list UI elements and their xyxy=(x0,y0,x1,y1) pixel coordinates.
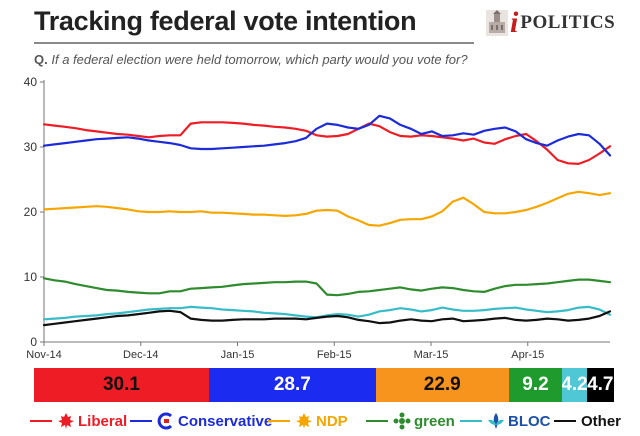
legend-label: BLOC xyxy=(508,412,551,430)
legend-item-other: Other xyxy=(554,408,621,434)
series-line-green xyxy=(42,277,612,297)
title-divider xyxy=(34,42,474,44)
chart-series xyxy=(42,114,612,327)
legend-label: NDP xyxy=(316,412,348,430)
bar-segment-green: 9.2 xyxy=(508,368,563,402)
orange-leaf-icon xyxy=(296,413,312,429)
legend-swatch xyxy=(460,420,482,422)
legend-label: Other xyxy=(581,412,622,430)
ipolitics-logo: i POLITICS xyxy=(486,6,616,39)
bloc-fleur-icon xyxy=(488,413,504,429)
x-tick-label: Dec-14 xyxy=(123,349,158,361)
series-line-conservative xyxy=(42,114,612,157)
chart-ticks: 0 10 20 30 40 Nov-14 Dec-14 Jan-15 Feb-15 Mar-15 A… xyxy=(24,75,545,361)
y-tick-label: 30 xyxy=(24,140,38,154)
bar-segment-ndp: 22.9 xyxy=(375,368,509,402)
legend-swatch xyxy=(30,420,52,422)
y-tick-label: 40 xyxy=(24,75,38,89)
parliament-icon xyxy=(486,10,508,36)
bar-segment-other: 4.7 xyxy=(586,368,614,402)
legend-swatch xyxy=(554,420,576,422)
line-chart: 0 10 20 30 40 Nov-14 Dec-14 Jan-15 Feb-15 Mar-15 A… xyxy=(24,75,612,361)
maple-leaf-icon xyxy=(58,413,74,429)
y-tick-label: 0 xyxy=(30,335,37,349)
legend-label: green xyxy=(414,412,455,430)
y-tick-label: 20 xyxy=(24,205,38,219)
bar-segment-bloc-qu-b-cois: 4.2 xyxy=(562,368,587,402)
conservative-c-icon xyxy=(157,412,173,430)
legend-label: Liberal xyxy=(78,412,128,430)
legend-item-ndp: NDP xyxy=(268,408,348,434)
legend-swatch xyxy=(268,420,290,422)
x-tick-label: Nov-14 xyxy=(26,349,61,361)
series-line-bloc-qu-b-cois xyxy=(42,305,612,321)
x-tick-label: Jan-15 xyxy=(221,349,255,361)
x-tick-label: Feb-15 xyxy=(317,349,352,361)
bar-segment-conservative: 28.7 xyxy=(208,368,376,402)
bar-segment-liberal: 30.1 xyxy=(34,368,209,402)
flower-icon xyxy=(393,412,411,430)
legend-swatch xyxy=(366,420,388,422)
current-results-bar: 30.1 28.7 22.9 9.2 4.2 4.7 xyxy=(34,368,614,402)
logo-word: POLITICS xyxy=(520,12,616,33)
x-tick-label: Apr-15 xyxy=(511,349,544,361)
legend-item-bloc: BLOC xyxy=(460,408,551,434)
question-label: Q. xyxy=(34,52,48,67)
x-tick-label: Mar-15 xyxy=(414,349,449,361)
question-text: If a federal election were held tomorrow… xyxy=(51,52,468,67)
legend-item-conservative: Conservative xyxy=(130,408,272,434)
legend-item-liberal: Liberal xyxy=(30,408,127,434)
chart-title: Tracking federal vote intention xyxy=(34,6,417,36)
survey-question: Q. If a federal election were held tomor… xyxy=(34,52,468,67)
series-line-ndp xyxy=(42,190,612,227)
logo-prefix: i xyxy=(510,6,519,39)
legend-item-green: green xyxy=(366,408,455,434)
y-tick-label: 10 xyxy=(24,270,38,284)
series-line-other xyxy=(42,309,612,327)
legend: Liberal Conservative NDP green BLOC Other xyxy=(30,408,630,434)
legend-swatch xyxy=(130,420,152,422)
series-line-liberal xyxy=(42,121,612,165)
legend-label: Conservative xyxy=(178,412,273,430)
